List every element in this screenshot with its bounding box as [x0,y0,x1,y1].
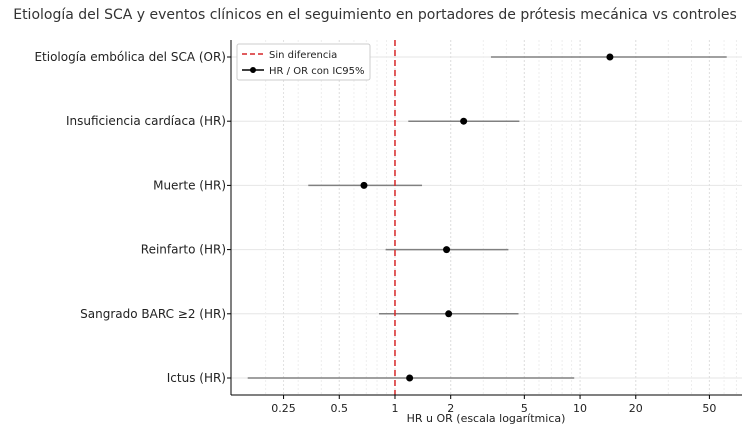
estimate-point [360,181,368,189]
category-labels: Etiología embólica del SCA (OR) Insuficie… [34,50,231,385]
legend-box [236,43,371,81]
chart-title: Etiología del SCA y eventos clínicos en … [13,7,737,23]
x-tick-label: 0.5 [331,402,349,415]
x-tick-labels: 0.25 0.5 1 2 5 10 20 50 [271,395,716,415]
legend-entry-reference: Sin diferencia [269,50,337,61]
estimate-point [445,310,453,318]
legend-entry-estimate: HR / OR con IC95% [269,66,364,77]
x-axis-label: HR u OR (escala logarítmica) [407,412,566,425]
x-tick-label: 20 [629,402,643,415]
category-label: Insuficiencia cardíaca (HR) [66,114,226,128]
category-label: Ictus (HR) [167,371,226,385]
category-label: Muerte (HR) [153,178,226,192]
ci-layer [247,56,727,379]
x-tick-label: 0.25 [271,402,296,415]
x-tick-label: 1 [391,402,398,415]
category-label: Reinfarto (HR) [141,243,226,257]
estimate-point [460,117,468,125]
x-tick-label: 2 [447,402,454,415]
x-tick-label: 5 [521,402,528,415]
estimate-point [606,53,614,61]
x-tick-label: 50 [702,402,716,415]
x-tick-label: 10 [573,402,587,415]
estimate-point [406,374,414,382]
category-label: Sangrado BARC ≥2 (HR) [80,307,226,321]
grid-layer [231,40,742,395]
estimate-point [443,246,451,254]
point-layer [360,53,614,382]
legend: Sin diferencia HR / OR con IC95% [236,43,371,81]
legend-point-swatch [250,67,256,73]
category-label: Etiología embólica del SCA (OR) [34,50,226,64]
